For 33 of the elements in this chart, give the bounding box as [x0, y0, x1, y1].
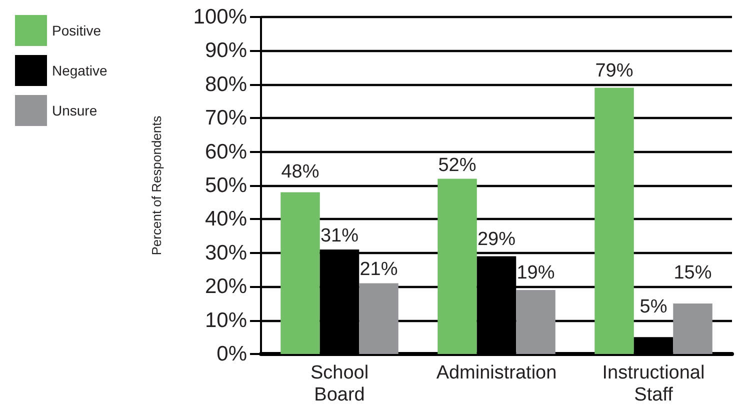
- y-tick-label: 10%: [204, 308, 247, 332]
- y-tick-label: 90%: [204, 39, 247, 62]
- y-axis-title: Percent of Respondents: [149, 115, 164, 256]
- y-tick-label: 0%: [216, 342, 247, 366]
- y-tick-label: 80%: [204, 72, 247, 96]
- bar: [438, 178, 477, 354]
- y-tick-label: 50%: [204, 174, 247, 197]
- legend-label: Positive: [52, 22, 102, 38]
- x-tick-label: School Board: [310, 362, 369, 406]
- text: 19%: [516, 262, 555, 284]
- y-tick-label: 20%: [204, 275, 247, 298]
- bar: [359, 283, 398, 354]
- text: 15%: [674, 262, 712, 284]
- text: 48%: [281, 162, 320, 182]
- y-tick-label: 70%: [204, 106, 247, 130]
- y-tick-label: 40%: [204, 208, 247, 231]
- text: 21%: [360, 259, 398, 280]
- bar: [516, 290, 556, 354]
- x-tick-label: Instructional Staff: [602, 362, 705, 406]
- y-tick-label: 30%: [204, 241, 247, 264]
- y-tick-label: 60%: [204, 140, 247, 164]
- text: 5%: [640, 296, 668, 318]
- text: 52%: [438, 154, 476, 176]
- y-tick-label: 100%: [193, 6, 247, 28]
- text: 29%: [477, 228, 516, 250]
- x-tick-label: Administration: [436, 362, 557, 384]
- bar: [594, 88, 634, 354]
- legend-label: Negative: [52, 62, 108, 78]
- bar: [280, 192, 320, 354]
- text: 31%: [320, 226, 359, 247]
- bar: [673, 303, 712, 354]
- text: 79%: [595, 60, 634, 82]
- legend-label: Unsure: [52, 102, 98, 118]
